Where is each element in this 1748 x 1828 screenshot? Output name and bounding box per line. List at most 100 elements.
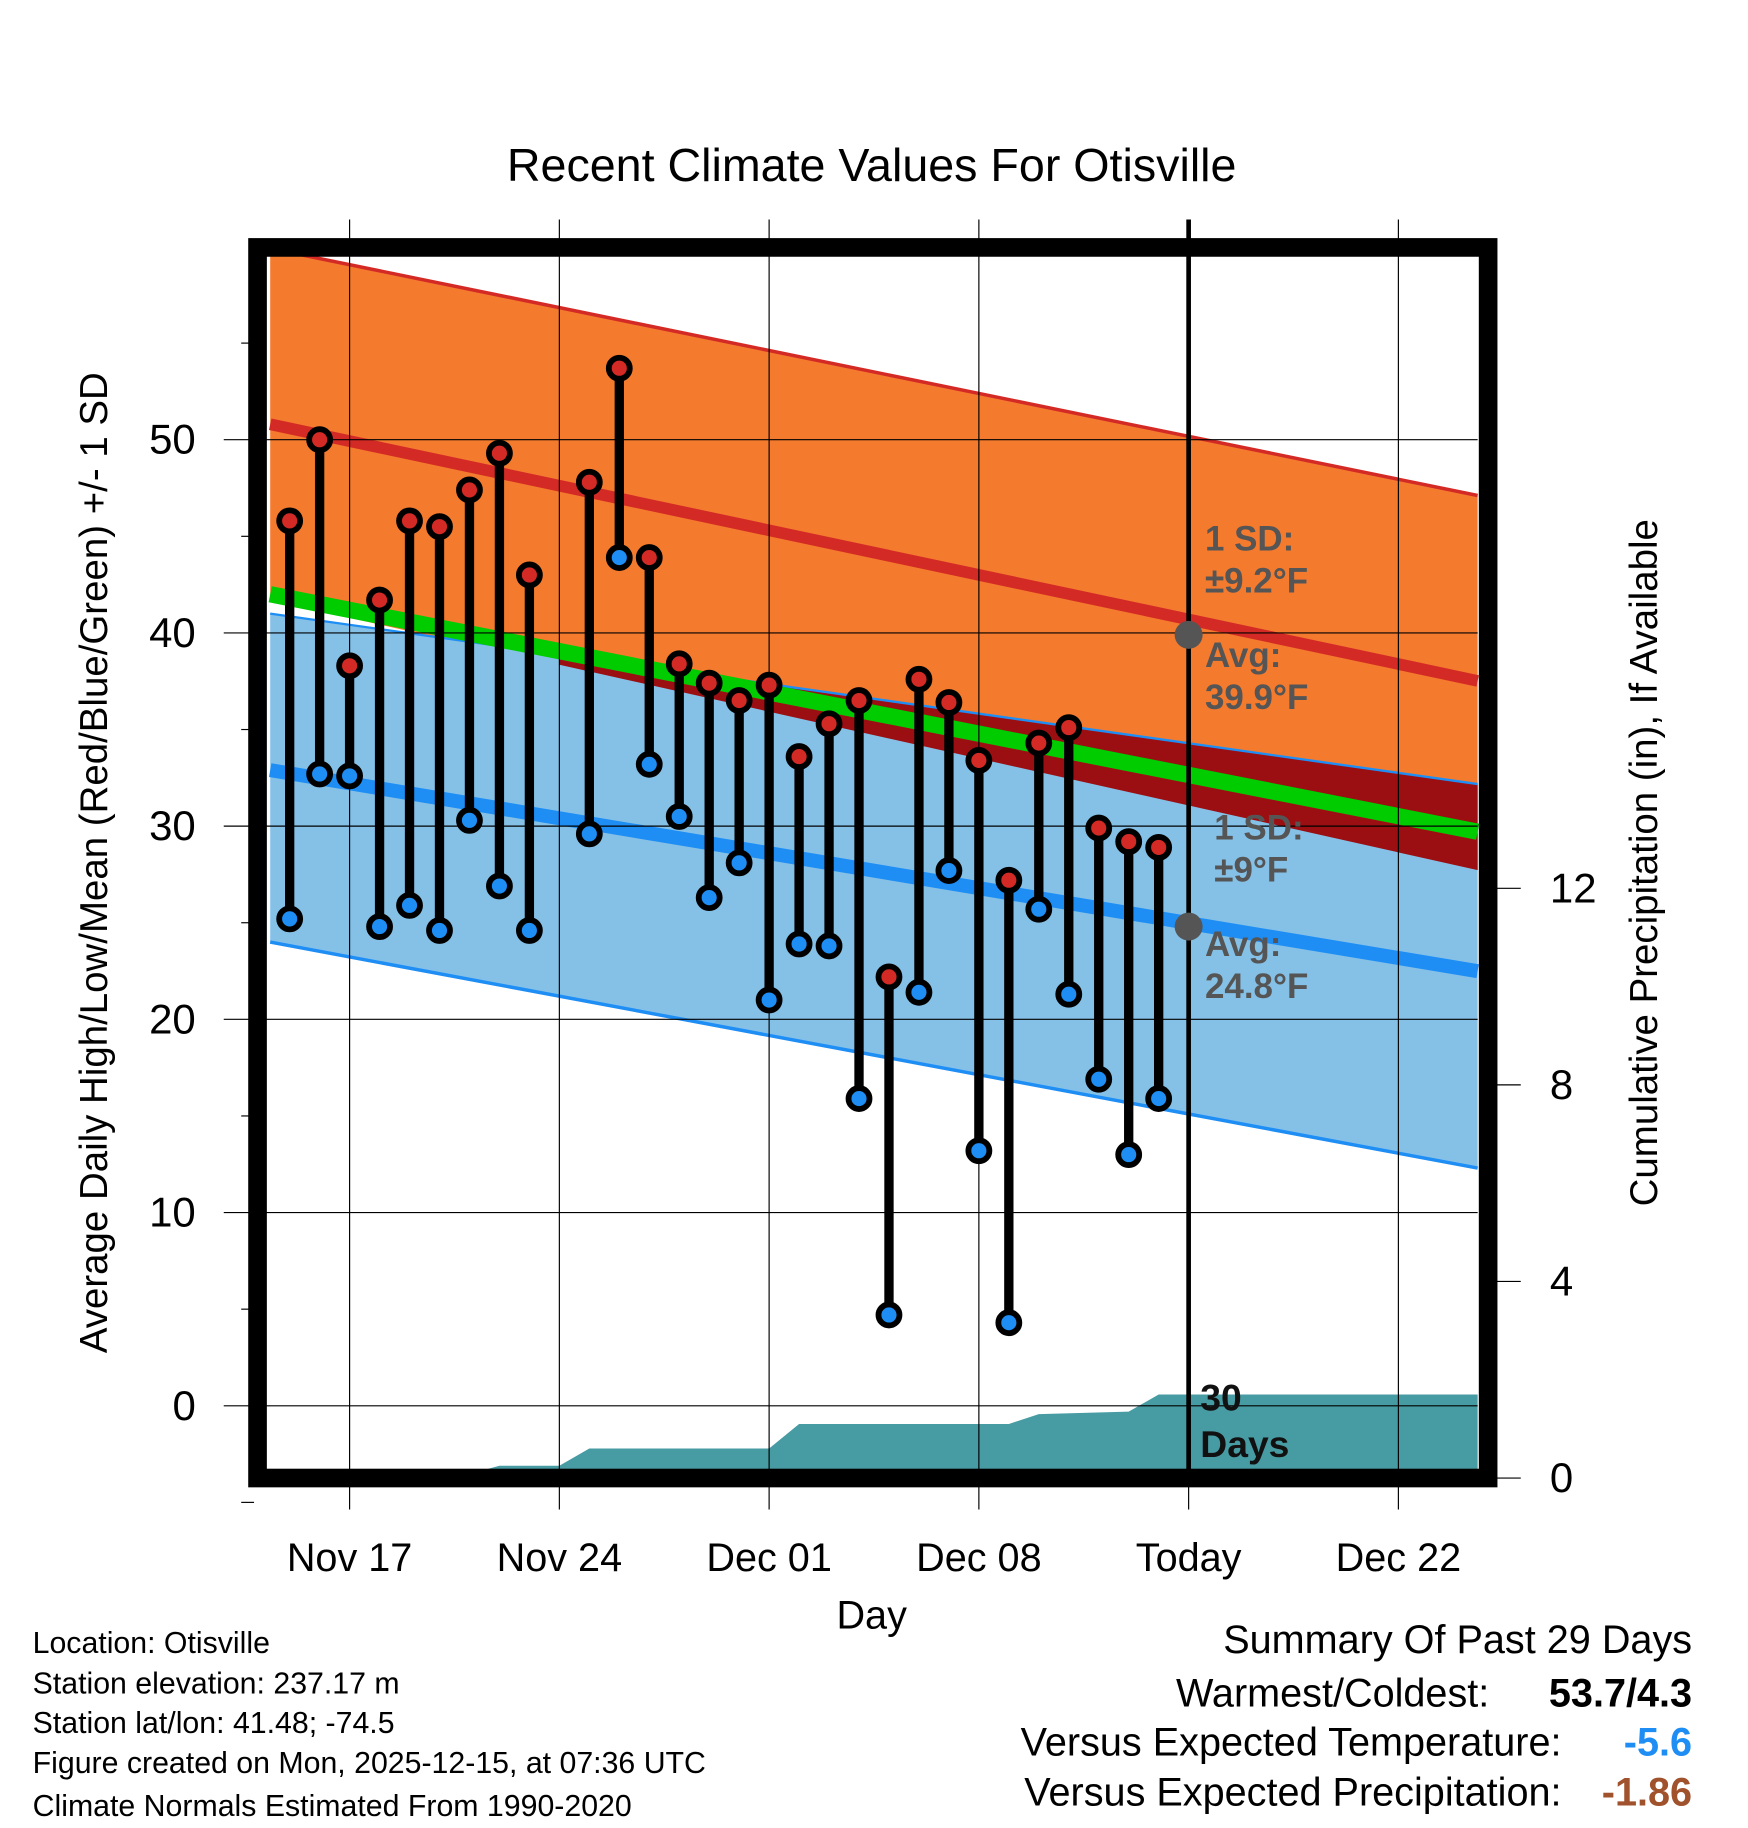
high-temp-point — [965, 747, 993, 774]
annotation-days: Days — [1200, 1423, 1289, 1465]
high-temp-point — [456, 476, 483, 504]
high-temp-point — [336, 652, 364, 680]
high-upper-line — [269, 246, 1478, 498]
high-temp-point — [755, 671, 783, 699]
low-temp-point — [426, 917, 453, 944]
summary-title: Summary Of Past 29 Days — [1223, 1618, 1692, 1662]
annotation-days: 30 — [1200, 1376, 1241, 1418]
low-temp-point — [665, 803, 693, 830]
low-temp-point — [456, 806, 483, 834]
low-temp-point — [1145, 1085, 1173, 1112]
footer-elevation: Station elevation: 237.17 m — [33, 1668, 400, 1701]
x-tick-label: Today — [1136, 1536, 1242, 1580]
high-temp-point — [935, 689, 963, 716]
y2-tick-label: 8 — [1550, 1061, 1573, 1108]
high-temp-point — [306, 426, 334, 454]
low-temp-point — [725, 849, 753, 877]
annotation-high-avg-val: 39.9°F — [1205, 678, 1308, 717]
y-tick-label: 10 — [149, 1189, 196, 1236]
y-tick-label: 40 — [149, 609, 196, 656]
low-temp-point — [276, 905, 304, 933]
high-temp-point — [845, 687, 873, 714]
high-temp-point — [875, 963, 903, 991]
y2-tick-label: 4 — [1550, 1257, 1573, 1304]
high-temp-point — [695, 669, 723, 697]
high-temp-point — [1145, 833, 1173, 861]
low-lower-line — [269, 940, 1478, 1170]
plot-area: Nov 17 Nov 24 Dec 01 Dec 08 Today Dec 22 0 10 20… — [149, 219, 1597, 1580]
summary-warm-value: 53.7/4.3 — [1549, 1671, 1692, 1715]
plot-frame — [248, 238, 1498, 1488]
summary-precip-value: -1.86 — [1602, 1770, 1692, 1814]
chart-title: Recent Climate Values For Otisville — [507, 139, 1237, 191]
annotation-low-avg: Avg: — [1205, 925, 1281, 964]
summary-temp-value: -5.6 — [1624, 1720, 1692, 1764]
high-temp-point — [515, 561, 543, 589]
y-tick-label: 0 — [172, 1382, 195, 1429]
high-lower-overlap-band — [559, 654, 1478, 871]
summary-warm-label: Warmest/Coldest: — [1176, 1671, 1489, 1715]
low-temp-point — [306, 760, 334, 788]
low-temp-point — [815, 932, 843, 960]
x-axis-label: Day — [836, 1593, 907, 1637]
low-temp-point — [695, 884, 723, 912]
high-temp-point — [635, 544, 663, 571]
footer-location: Location: Otisville — [33, 1627, 270, 1660]
y2-tick-label: 0 — [1550, 1454, 1573, 1501]
low-temp-point — [755, 986, 783, 1014]
low-temp-point — [875, 1301, 903, 1329]
high-temp-point — [396, 507, 423, 535]
low-temp-point — [486, 872, 513, 900]
y-tick-label: 30 — [149, 802, 196, 849]
low-temp-point — [1085, 1065, 1113, 1093]
high-temp-point — [1055, 714, 1083, 741]
high-temp-point — [366, 586, 393, 614]
high-avg-line — [268, 418, 1479, 687]
low-temp-point — [1115, 1141, 1143, 1168]
summary: Summary Of Past 29 Days Warmest/Coldest:… — [1021, 1618, 1692, 1815]
low-temp-point — [635, 750, 663, 778]
high-temp-point — [426, 513, 453, 541]
x-tick-label: Nov 24 — [497, 1536, 623, 1580]
high-temp-point — [575, 468, 603, 496]
high-temp-point — [1025, 729, 1053, 757]
high-temp-point — [276, 507, 304, 535]
low-temp-point — [785, 930, 813, 958]
high-temp-point — [785, 743, 813, 770]
y2-axis-label: Cumulative Precipitation (in), If Availa… — [1623, 519, 1666, 1206]
high-temp-point — [605, 354, 633, 382]
footer-normals: Climate Normals Estimated From 1990-2020 — [33, 1790, 632, 1823]
x-tick-label: Dec 08 — [916, 1536, 1042, 1580]
footer-latlon: Station lat/lon: 41.48; -74.5 — [33, 1707, 395, 1740]
annotation-low-sd: 1 SD: — [1214, 808, 1303, 847]
high-temp-point — [905, 665, 933, 693]
annotation-low-sd-val: ±9°F — [1214, 850, 1288, 889]
high-temp-point — [1085, 814, 1113, 842]
annotation-high-sd-val: ±9.2°F — [1205, 561, 1308, 600]
low-temp-point — [575, 820, 603, 848]
summary-precip-label: Versus Expected Precipitation: — [1024, 1770, 1561, 1814]
low-temp-point — [336, 762, 364, 790]
low-temp-point — [605, 544, 633, 571]
low-temp-point — [1025, 895, 1053, 923]
low-temp-point — [905, 978, 933, 1006]
y-axis-label: Average Daily High/Low/Mean (Red/Blue/Gr… — [73, 372, 116, 1353]
high-temp-point — [665, 650, 693, 678]
y2-tick-label: 12 — [1550, 864, 1597, 911]
footer-created: Figure created on Mon, 2025-12-15, at 07… — [33, 1747, 706, 1780]
low-temp-point — [515, 917, 543, 944]
x-tick-label: Dec 22 — [1336, 1536, 1462, 1580]
high-temp-point — [1115, 828, 1143, 855]
high-temp-point — [995, 866, 1023, 894]
x-tick-label: Dec 01 — [706, 1536, 832, 1580]
precip-area — [270, 1394, 1478, 1479]
annotation-low-avg-val: 24.8°F — [1205, 967, 1308, 1006]
high-sd-band — [270, 248, 1478, 871]
high-temp-point — [486, 439, 513, 467]
summary-temp-label: Versus Expected Temperature: — [1021, 1720, 1562, 1764]
low-temp-point — [845, 1085, 873, 1112]
annotation-high-sd: 1 SD: — [1205, 519, 1294, 558]
y-tick-label: 20 — [149, 995, 196, 1042]
low-temp-point — [935, 857, 963, 884]
